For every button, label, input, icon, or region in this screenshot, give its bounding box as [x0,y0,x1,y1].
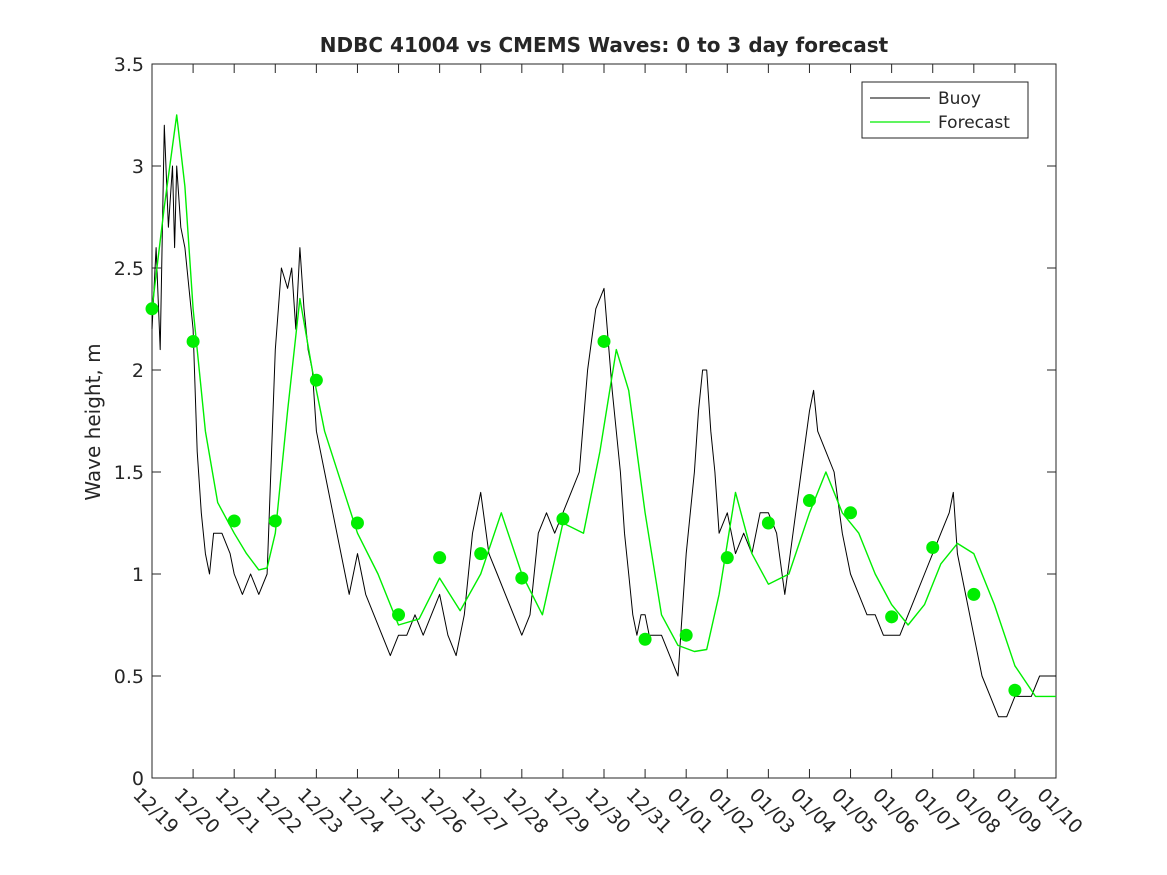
y-tick-label: 0.5 [114,666,144,688]
x-tick-label: 01/06 [868,784,922,838]
y-tick-label: 1.5 [114,462,144,484]
forecast-start-marker [761,516,775,530]
x-tick-label: 01/02 [704,784,758,838]
forecast-start-marker [227,514,241,528]
plot-area: 00.511.522.533.512/1912/2012/2112/2212/2… [114,54,1087,838]
x-tick-label: 01/09 [991,784,1045,838]
forecast-start-marker [638,632,652,646]
buoy-series-line [151,124,1056,718]
legend-box [861,81,1029,139]
forecast-start-marker [392,608,406,622]
x-tick-label: 12/31 [622,784,676,838]
x-tick-label: 01/05 [827,784,881,838]
forecast-start-marker [885,610,899,624]
legend: Buoy Forecast [861,81,1029,139]
forecast-start-marker [145,302,159,316]
forecast-start-marker [556,512,570,526]
x-tick-label: 12/29 [539,784,593,838]
y-axis-label: Wave height, m [81,343,105,500]
x-tick-label: 12/28 [498,784,552,838]
x-tick-label: 12/27 [457,784,511,838]
legend-forecast-label: Forecast [938,113,1010,133]
forecast-start-marker [844,506,858,520]
x-tick-label: 12/21 [211,784,265,838]
x-tick-label: 12/19 [128,784,182,838]
forecast-start-marker [1008,683,1022,697]
x-tick-label: 01/10 [1032,784,1086,838]
x-tick-label: 01/04 [786,784,840,838]
forecast-start-marker [309,373,323,387]
y-tick-label: 2 [132,360,144,382]
forecast-start-marker [802,494,816,508]
x-tick-label: 12/26 [416,784,470,838]
x-tick-label: 01/08 [950,784,1004,838]
forecast-start-marker [350,516,364,530]
forecast-start-marker [926,540,940,554]
forecast-start-marker [679,628,693,642]
forecast-start-marker [433,551,447,565]
forecast-start-marker [268,514,282,528]
x-tick-label: 01/01 [663,784,717,838]
x-tick-label: 12/25 [375,784,429,838]
x-tick-label: 01/07 [909,784,963,838]
x-tick-label: 12/22 [252,784,306,838]
forecast-start-marker [474,547,488,561]
x-tick-label: 12/20 [170,784,224,838]
x-tick-label: 12/24 [334,784,388,838]
y-tick-label: 0 [132,768,144,790]
axes-box [151,63,1057,779]
y-tick-label: 3 [132,156,144,178]
forecast-start-marker [186,334,200,348]
y-tick-label: 3.5 [114,54,144,76]
x-tick-label: 12/30 [580,784,634,838]
y-tick-label: 1 [132,564,144,586]
forecast-start-marker [597,334,611,348]
forecast-start-marker [967,587,981,601]
x-tick-label: 01/03 [745,784,799,838]
forecast-start-marker [720,551,734,565]
x-tick-label: 12/23 [293,784,347,838]
chart-title: NDBC 41004 vs CMEMS Waves: 0 to 3 day fo… [320,33,889,57]
forecast-start-marker [515,571,529,585]
legend-buoy-label: Buoy [938,89,981,109]
forecast-series-line [151,114,1056,698]
y-tick-label: 2.5 [114,258,144,280]
